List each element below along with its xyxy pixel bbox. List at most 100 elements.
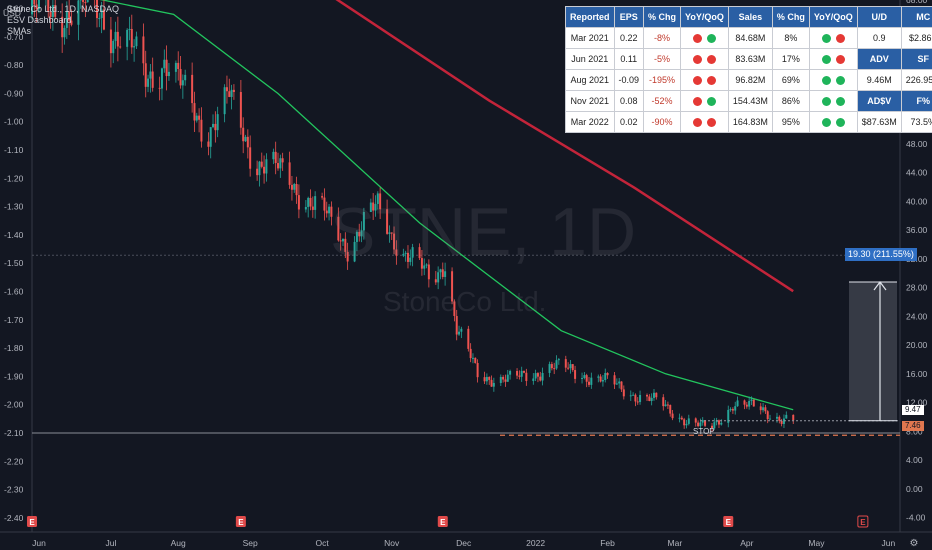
candle-body [685,423,688,426]
candle-body [583,375,586,379]
candle-body [455,315,458,335]
indicator-smas[interactable]: SMAs [7,26,32,36]
candle-body [337,216,340,241]
right-tick-label: 20.00 [906,340,928,350]
candle-body [775,416,778,419]
header-sales-yoy-qoq: YoY/QoQ [808,6,858,28]
candle-body [165,59,168,77]
status-dot-icon [692,118,702,128]
right-tick-label: 28.00 [906,283,928,293]
left-tick-label: -1.20 [4,173,24,183]
left-tick-label: -1.70 [4,315,24,325]
candle-body [492,382,495,387]
candle-body [557,359,560,361]
right-tick-label: 24.00 [906,311,928,321]
candle-body [671,413,674,419]
sales-change-cell: 69% [771,69,810,91]
candle-body [523,370,526,373]
candle-body [193,103,196,121]
candle-body [506,374,509,382]
candle-body [499,376,502,383]
left-tick-label: -1.00 [4,117,24,127]
candle-body [341,238,344,242]
candle-body [277,163,280,169]
candle-body [471,357,474,359]
candle-body [98,18,101,20]
time-tick-label: Nov [384,538,400,548]
right-tick-label: 12.00 [906,398,928,408]
candle-body [683,419,686,426]
watermark-name: StoneCo Ltd. [383,286,547,317]
time-tick-label: Jul [105,538,116,548]
candle-body [550,364,553,369]
stop-price-label: 7.46 [902,421,924,431]
candle-body [77,0,80,25]
candle-body [567,367,570,369]
candle-body [128,28,131,30]
adsv-label: AD$V [856,90,902,112]
candle-body [752,399,755,407]
watermark-symbol: STNE, 1D [330,194,637,270]
candle-body [615,383,618,385]
candle-body [437,272,440,283]
candle-body [395,249,398,256]
symbol-title[interactable]: StoneCo Ltd., 1D, NASDAQ [7,4,120,14]
candle-body [516,371,519,376]
candle-body [588,381,591,385]
candle-body [766,411,769,420]
earnings-marker-glyph-icon: E [440,518,446,527]
candle-body [195,115,198,121]
earnings-marker-icon [27,516,37,527]
sf-value: 226.95M [900,69,932,91]
time-tick-label: Feb [600,538,615,548]
candle-body [163,59,166,69]
candle-body [434,279,437,283]
header-ud: U/D [856,6,902,28]
candle-body [258,161,261,176]
candle-body [662,397,665,407]
sales-change-cell: 95% [771,111,810,133]
right-tick-label: 40.00 [906,196,928,206]
candle-body [782,418,785,424]
earnings-marker-icon [235,516,246,527]
candle-body [474,357,477,363]
ud-value: 0.9 [856,27,902,49]
candle-body [390,232,393,234]
candle-body [444,271,447,277]
candle-body [713,422,716,429]
indicator-esv-dashboard[interactable]: ESV Dashboard [7,15,72,25]
candle-body [86,0,89,3]
candle-body [265,159,268,174]
reported-cell: Jun 2021 [565,48,615,70]
measure-label[interactable]: 19.30 (211.55%) [845,248,917,261]
adsv-value: $87.63M [856,111,902,133]
header-eps-change: % Chg [643,6,682,28]
candle-body [585,375,588,382]
earnings-marker-icon [723,516,734,527]
left-tick-label: -0.80 [4,60,24,70]
left-tick-label: -1.30 [4,202,24,212]
status-dot-icon [706,55,716,65]
candle-body [181,80,184,86]
candle-body [230,89,233,97]
header-eps: EPS [613,6,645,28]
candle-body [701,420,704,423]
eps-cell: 0.08 [613,90,645,112]
time-tick-label: Apr [740,538,753,548]
candle-body [678,417,681,419]
candle-body [636,401,639,403]
status-dot-icon [835,55,845,65]
candle-body [460,328,463,332]
candle-body [61,16,64,38]
candle-body [281,158,284,163]
left-tick-label: -0.60 [4,3,24,13]
candle-body [629,395,632,397]
candle-body [130,28,133,48]
sma-fast-line [99,0,794,411]
reported-cell: Aug 2021 [565,69,615,91]
candle-body [518,375,521,377]
candle-body [699,422,702,427]
eps-yoy-qoq-cell [680,69,729,91]
candle-body [314,196,317,210]
time-tick-label: Sep [243,538,258,548]
